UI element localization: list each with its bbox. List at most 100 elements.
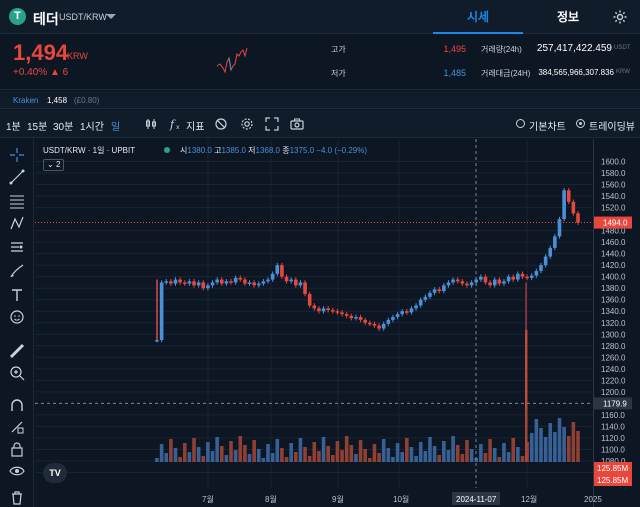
time-tick-label: 2025 [584, 495, 602, 504]
candlestick-icon[interactable] [144, 117, 158, 131]
volume-bar [201, 456, 206, 462]
tradingview-radio[interactable] [576, 119, 585, 128]
indicator-label[interactable]: 지표 [186, 122, 205, 133]
tradingview-label[interactable]: 트레이딩뷰 [589, 122, 635, 133]
high-label: 고가 [331, 45, 346, 54]
volume-bar [405, 438, 409, 462]
candle-body [238, 277, 243, 280]
candle-body [312, 305, 317, 309]
price-tick-label: 1240.0 [601, 365, 626, 374]
price-tick-label: 1200.0 [601, 388, 626, 397]
candle-body [455, 279, 460, 282]
price-tick-label: 1280.0 [601, 342, 626, 351]
text-tool-icon[interactable] [9, 287, 25, 303]
tab-info[interactable]: 정보 [556, 10, 580, 24]
camera-icon[interactable] [290, 117, 304, 131]
candle-body [400, 311, 404, 315]
svg-text:x: x [176, 124, 180, 131]
timeframe-1d[interactable]: 일 [111, 122, 121, 133]
price-tick-label: 1520.0 [601, 204, 626, 213]
timeframe-15m[interactable]: 15분 [27, 122, 48, 133]
brush-icon[interactable] [9, 263, 25, 279]
volume-bar [284, 457, 289, 462]
volume-bar [442, 441, 446, 462]
fullscreen-icon[interactable] [265, 117, 279, 131]
price-tick-label: 1600.0 [601, 158, 626, 167]
volume-bar [414, 456, 418, 462]
tab-quote[interactable]: 시세 [433, 0, 523, 34]
candle-body [386, 319, 391, 324]
emoji-icon[interactable] [9, 309, 25, 325]
price-tick-label: 1340.0 [601, 307, 626, 316]
exchange-change: (£0.80) [74, 96, 100, 105]
volume-bar [516, 447, 520, 462]
lock-icon[interactable] [9, 441, 25, 457]
price-axis[interactable] [593, 139, 640, 507]
price-unit: KRW [67, 51, 88, 61]
low-value: 1,485 [443, 68, 466, 78]
candle-body [256, 283, 261, 286]
volume-bar [432, 446, 437, 462]
tradingview-logo-icon[interactable]: TV [43, 463, 67, 483]
tether-logo-icon: T [9, 8, 26, 25]
eye-icon[interactable] [9, 463, 25, 479]
chevron-down-icon[interactable] [106, 14, 116, 19]
trend-line-icon[interactable] [9, 169, 25, 185]
candle-body [474, 279, 479, 283]
gear-icon[interactable] [612, 9, 628, 25]
price-tick-label: 1480.0 [601, 227, 626, 236]
basic-chart-radio[interactable] [516, 119, 525, 128]
lock-drawing-icon[interactable] [9, 419, 25, 435]
volume-bar [543, 437, 548, 462]
open-value: 1380.0 [187, 146, 212, 155]
coin-pair[interactable]: USDT/KRW [59, 12, 107, 22]
coin-name[interactable]: 테더 [33, 11, 59, 27]
price-tick-label: 1100.0 [601, 445, 625, 454]
candle-body [284, 276, 289, 282]
volume-bar [386, 448, 391, 462]
candle-body [460, 281, 465, 284]
timeframe-1h[interactable]: 1시간 [80, 122, 104, 133]
magnet-icon[interactable] [9, 397, 25, 413]
timeframe-1m[interactable]: 1분 [6, 122, 21, 133]
timeframe-30m[interactable]: 30분 [53, 122, 74, 133]
volume-bar [557, 418, 562, 462]
volume-bar [534, 419, 539, 462]
volume-bar [344, 436, 349, 462]
settings-icon[interactable] [240, 117, 254, 131]
candle-body [391, 317, 395, 320]
volume-bar [506, 452, 511, 462]
candle-body [298, 282, 303, 286]
pattern-icon[interactable] [9, 215, 25, 231]
ruler-icon[interactable] [9, 343, 25, 359]
compare-icon[interactable] [214, 117, 228, 131]
candle-body [432, 289, 437, 293]
candle-body [358, 317, 363, 320]
candle-body [344, 314, 349, 316]
candle-body [502, 281, 506, 284]
volume-bar [335, 441, 340, 462]
low-label-chart: 저 [248, 146, 256, 155]
candle-body [469, 282, 474, 286]
fib-retracement-icon[interactable] [9, 193, 25, 209]
price-tick-label: 1400.0 [601, 273, 626, 282]
high-value: 1,495 [443, 44, 466, 54]
indicator-icon[interactable]: f x [169, 117, 183, 131]
current-price: 1,494 [13, 40, 69, 65]
zoom-in-icon[interactable] [9, 365, 25, 381]
crosshair-icon[interactable] [9, 147, 25, 163]
candle-body [562, 190, 566, 220]
exchange-name[interactable]: Kraken [13, 96, 39, 105]
candle-body [543, 256, 548, 266]
forecast-icon[interactable] [9, 239, 25, 255]
basic-chart-label[interactable]: 기본차트 [529, 122, 566, 133]
price-tick-label: 1140.0 [601, 422, 625, 431]
trash-icon[interactable] [9, 489, 25, 505]
indicator-collapse-toggle[interactable]: ⌄ 2 [43, 159, 64, 171]
candle-body [159, 282, 164, 341]
sub-ticker: Kraken 1,458 (£0.80) [0, 91, 640, 109]
volume-bar [178, 457, 182, 462]
volume-bar [451, 436, 455, 462]
candle-body [201, 282, 206, 289]
